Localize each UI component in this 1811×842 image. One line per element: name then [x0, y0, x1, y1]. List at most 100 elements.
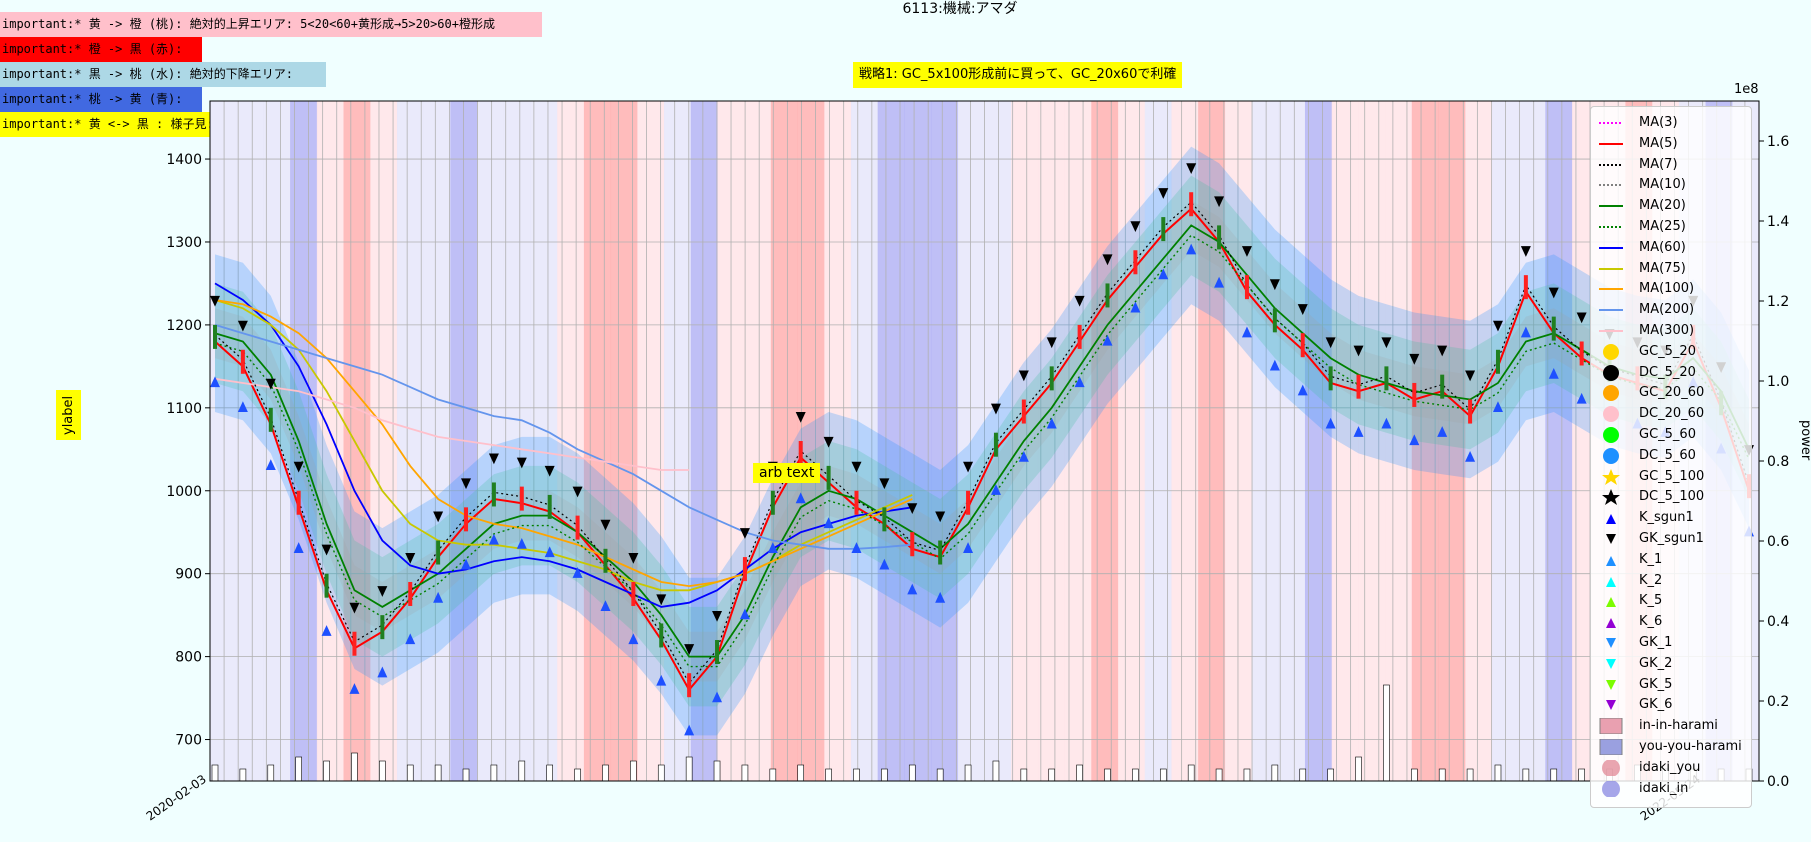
gk-marker — [1353, 345, 1364, 357]
right-axis-exponent: 1e8 — [1734, 82, 1759, 97]
k-marker — [739, 608, 750, 620]
legend-label: MA(7) — [1639, 156, 1678, 172]
y2-tick-label: 0.8 — [1767, 454, 1789, 470]
k-marker — [656, 674, 667, 686]
candle — [408, 581, 413, 606]
volume-bar — [1383, 684, 1390, 782]
y2-tick-label: 0.4 — [1767, 614, 1789, 630]
gk-marker — [572, 486, 583, 498]
legend-swatch — [1603, 447, 1619, 464]
legend-label: K_6 — [1639, 614, 1663, 630]
legend-item: GC_5_60 — [1591, 425, 1751, 445]
legend-swatch — [1599, 205, 1623, 208]
arb-text-annotation: arb text — [753, 463, 821, 483]
legend-item: GK_1 — [1591, 633, 1751, 653]
legend-swatch — [1603, 427, 1619, 443]
gk-marker — [1102, 254, 1113, 266]
k-marker — [488, 533, 499, 545]
y-tick-label: 800 — [175, 650, 202, 666]
k-marker — [1325, 417, 1336, 429]
gk-marker — [851, 461, 862, 473]
candle — [1328, 366, 1333, 391]
legend-swatch — [1606, 555, 1616, 566]
legend-item: you-you-harami — [1591, 737, 1751, 757]
gk-marker — [628, 552, 639, 564]
legend-label: MA(60) — [1639, 239, 1686, 255]
legend-item: idaki_you — [1591, 758, 1751, 778]
volume-bar — [881, 768, 888, 782]
legend-swatch — [1599, 718, 1623, 735]
legend-item: MA(60) — [1591, 238, 1751, 258]
volume-bar — [267, 764, 275, 782]
k-marker — [461, 558, 472, 570]
y-tick-label: 1200 — [166, 318, 202, 334]
gk-marker — [600, 519, 611, 531]
legend-swatch — [1599, 122, 1623, 124]
legend-label: GK_1 — [1639, 635, 1673, 650]
series-line — [214, 324, 913, 550]
k-marker — [1186, 243, 1197, 255]
bg-band — [477, 101, 505, 781]
bg-band — [690, 101, 718, 781]
legend-swatch — [1606, 700, 1616, 711]
k-marker — [321, 625, 332, 636]
bg-band — [236, 101, 264, 781]
k-marker — [1548, 368, 1559, 379]
k-marker — [851, 542, 862, 553]
legend-label: DC_5_60 — [1639, 447, 1696, 463]
y-tick-label: 1100 — [166, 401, 202, 417]
k-marker — [1130, 301, 1141, 313]
bg-band — [1518, 101, 1546, 781]
k-marker — [1576, 392, 1587, 404]
k-marker — [823, 517, 834, 529]
gk-marker — [1241, 246, 1252, 257]
k-marker — [405, 633, 416, 645]
legend-swatch — [1602, 489, 1620, 506]
gk-marker — [265, 378, 276, 390]
k-marker — [516, 538, 527, 549]
gk-marker — [1325, 337, 1336, 349]
plot-frame — [209, 100, 1760, 782]
legend-swatch — [1606, 638, 1616, 648]
legend-swatch — [1599, 226, 1623, 228]
y2-tick-label: 0.2 — [1767, 694, 1789, 710]
legend-label: DC_5_20 — [1639, 364, 1696, 380]
gk-marker — [461, 478, 472, 490]
legend-swatch — [1599, 184, 1623, 187]
candle — [268, 407, 273, 432]
volume-bar — [741, 764, 749, 782]
bg-band — [931, 101, 959, 781]
legend-label: MA(100) — [1639, 281, 1695, 297]
right-axis-label: power — [1798, 420, 1811, 461]
k-marker — [1409, 434, 1420, 446]
legend-label: you-you-harami — [1639, 739, 1742, 754]
volume-bar — [1159, 768, 1167, 782]
candle — [1523, 275, 1528, 300]
k-marker — [907, 583, 918, 595]
k-marker — [433, 591, 444, 603]
legend-label: K_2 — [1639, 572, 1663, 588]
volume-bar — [1327, 768, 1334, 782]
gk-marker — [433, 511, 444, 523]
legend-label: MA(3) — [1639, 115, 1678, 130]
k-marker — [1158, 268, 1169, 280]
k-marker — [879, 558, 890, 570]
gk-marker — [1381, 337, 1392, 349]
gk-marker — [1548, 287, 1559, 299]
k-marker — [628, 633, 639, 645]
volume-bar — [657, 764, 665, 782]
legend-swatch — [1606, 618, 1616, 629]
volume-bar — [1466, 768, 1474, 782]
legend-swatch — [1606, 534, 1616, 544]
candle — [882, 507, 887, 532]
legend-item: MA(200) — [1591, 300, 1751, 320]
volume-bar — [406, 764, 414, 782]
k-marker — [1437, 426, 1448, 437]
legend-label: MA(25) — [1639, 219, 1686, 234]
legend-item: GC_5_20 — [1591, 342, 1751, 362]
legend-label: K_5 — [1639, 593, 1663, 609]
y2-tick-label: 1.6 — [1767, 134, 1789, 150]
volume-bar — [797, 764, 805, 782]
volume-bar — [769, 768, 777, 782]
y-tick-label: 900 — [175, 567, 202, 583]
